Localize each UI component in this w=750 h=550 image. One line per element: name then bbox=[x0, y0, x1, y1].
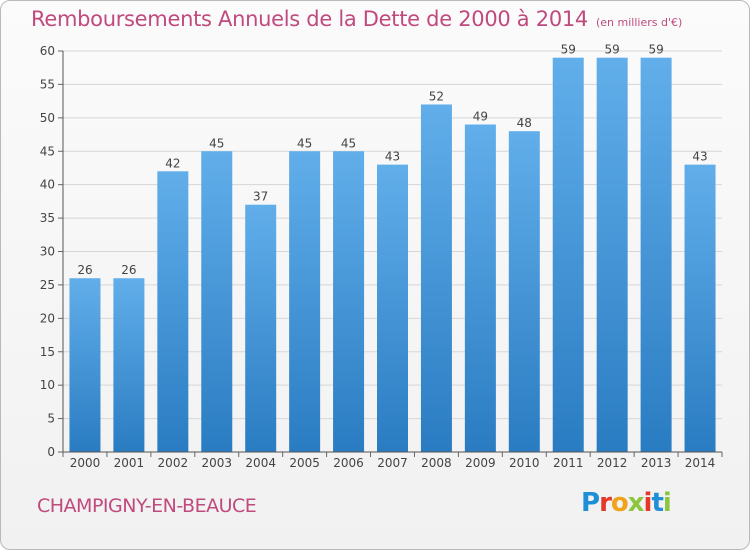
data-label: 59 bbox=[648, 43, 663, 57]
x-tick-label: 2007 bbox=[377, 456, 408, 470]
bar-2001 bbox=[113, 278, 145, 452]
y-tick-label: 20 bbox=[40, 311, 55, 325]
bar-2004 bbox=[245, 204, 277, 452]
data-label: 59 bbox=[561, 43, 576, 57]
bar-2000 bbox=[69, 278, 101, 452]
data-label: 59 bbox=[605, 43, 620, 57]
bar-2005 bbox=[289, 151, 321, 452]
data-label: 42 bbox=[165, 156, 180, 170]
bar-2006 bbox=[333, 151, 365, 452]
bar-2002 bbox=[157, 171, 189, 453]
bar-2008 bbox=[420, 104, 452, 452]
y-tick-label: 30 bbox=[40, 245, 55, 259]
data-label: 37 bbox=[253, 190, 268, 204]
logo-letter: x bbox=[627, 488, 645, 518]
x-tick-label: 2009 bbox=[465, 456, 496, 470]
x-tick-label: 2000 bbox=[70, 456, 101, 470]
y-tick-label: 0 bbox=[47, 445, 55, 459]
logo-letter: r bbox=[599, 488, 612, 518]
proxiti-logo: Proxiti bbox=[581, 488, 672, 518]
y-tick-label: 50 bbox=[40, 111, 55, 125]
data-labels: 26 26 42 45 37 45 45 43 52 49 48 59 59 59 43 bbox=[77, 43, 707, 278]
y-tick-label: 40 bbox=[40, 178, 55, 192]
data-label: 49 bbox=[473, 110, 488, 124]
data-label: 45 bbox=[297, 136, 312, 150]
bar-2013 bbox=[640, 57, 672, 452]
logo-letter: P bbox=[581, 488, 600, 518]
chart-title-text: Remboursements Annuels de la Dette de 20… bbox=[31, 7, 588, 31]
x-tick-label: 2003 bbox=[201, 456, 232, 470]
x-tick-label: 2011 bbox=[553, 456, 584, 470]
x-tick-label: 2001 bbox=[114, 456, 145, 470]
logo-letter: i bbox=[662, 488, 672, 518]
data-label: 45 bbox=[209, 136, 224, 150]
unit-note: (en milliers d'€) bbox=[596, 16, 683, 29]
data-label: 43 bbox=[385, 150, 400, 164]
y-tick-label: 15 bbox=[40, 345, 55, 359]
commune-name: CHAMPIGNY-EN-BEAUCE bbox=[37, 495, 257, 517]
bar-2014 bbox=[684, 164, 716, 452]
x-tick-label: 2002 bbox=[158, 456, 189, 470]
data-label: 48 bbox=[517, 116, 532, 130]
x-tick-label: 2008 bbox=[421, 456, 452, 470]
x-tick-label: 2010 bbox=[509, 456, 540, 470]
bar-2003 bbox=[201, 151, 233, 452]
data-label: 43 bbox=[692, 150, 707, 164]
bars bbox=[69, 57, 716, 453]
y-tick-label: 10 bbox=[40, 378, 55, 392]
y-tick-label: 45 bbox=[40, 144, 55, 158]
logo-letter: i bbox=[643, 488, 653, 518]
y-tick-label: 35 bbox=[40, 211, 55, 225]
x-tick-label: 2014 bbox=[685, 456, 716, 470]
chart-title: Remboursements Annuels de la Dette de 20… bbox=[31, 7, 682, 31]
x-tick-label: 2006 bbox=[333, 456, 364, 470]
data-label: 45 bbox=[341, 136, 356, 150]
logo-letter: t bbox=[651, 488, 663, 518]
data-label: 26 bbox=[77, 263, 92, 277]
x-tick-label: 2004 bbox=[245, 456, 276, 470]
x-tick-label: 2012 bbox=[597, 456, 628, 470]
y-tick-label: 25 bbox=[40, 278, 55, 292]
x-tick-label: 2013 bbox=[641, 456, 672, 470]
bar-2010 bbox=[508, 131, 540, 452]
bar-2012 bbox=[596, 57, 628, 452]
bar-2009 bbox=[464, 124, 496, 453]
axes: 0 5 10 15 20 25 30 35 40 45 50 55 60 2000 2001 2002 2003… bbox=[40, 44, 723, 470]
x-tick-label: 2005 bbox=[289, 456, 320, 470]
bar-2011 bbox=[552, 57, 584, 452]
data-label: 26 bbox=[121, 263, 136, 277]
bar-2007 bbox=[377, 164, 408, 452]
y-tick-label: 55 bbox=[40, 77, 55, 91]
data-label: 52 bbox=[429, 89, 444, 103]
logo-letter: o bbox=[610, 488, 629, 518]
y-tick-label: 60 bbox=[40, 44, 55, 58]
y-tick-label: 5 bbox=[47, 412, 55, 426]
